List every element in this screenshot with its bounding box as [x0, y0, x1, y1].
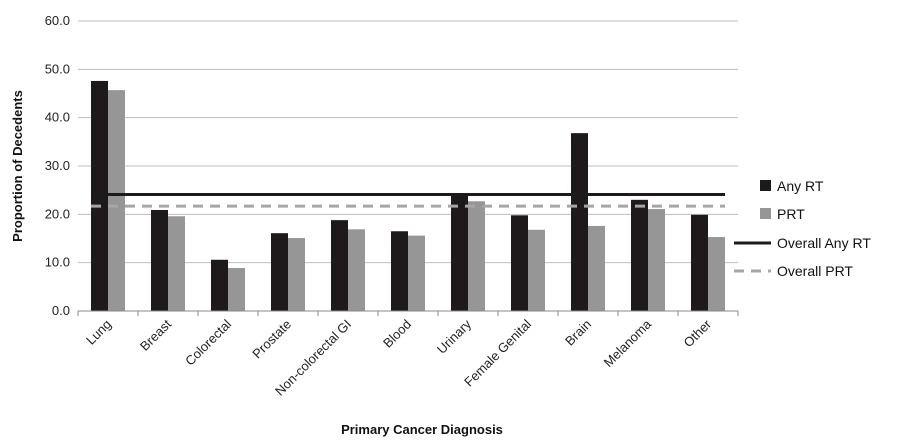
bar-any-rt — [511, 215, 528, 311]
x-tick-label: Breast — [137, 316, 174, 353]
y-tick-label: 10.0 — [45, 255, 70, 270]
bar-prt — [348, 229, 365, 311]
bars — [91, 80, 725, 311]
x-tick-label: Lung — [83, 317, 114, 348]
bar-any-rt — [451, 194, 468, 311]
bar-prt — [228, 267, 245, 311]
y-tick-label: 50.0 — [45, 61, 70, 76]
y-tick-label: 0.0 — [52, 303, 70, 318]
x-tick-label: Colorectal — [182, 316, 234, 368]
bar-prt — [408, 235, 425, 311]
y-tick-label: 20.0 — [45, 206, 70, 221]
bar-prt — [108, 90, 125, 311]
y-tick-label: 60.0 — [45, 13, 70, 28]
legend-label: Any RT — [777, 178, 824, 194]
x-tick-label: Melanoma — [601, 316, 655, 370]
bar-any-rt — [571, 133, 588, 311]
legend-label: Overall PRT — [777, 263, 853, 279]
bar-prt — [588, 225, 605, 311]
x-tick-label: Other — [681, 316, 715, 350]
x-axis-title: Primary Cancer Diagnosis — [341, 422, 503, 437]
y-tick-label: 30.0 — [45, 158, 70, 173]
x-tick-label: Prostate — [249, 317, 294, 362]
x-tick-label: Urinary — [434, 316, 475, 357]
gridlines — [78, 20, 738, 264]
legend-swatch — [760, 180, 771, 191]
bar-prt — [528, 229, 545, 311]
y-tick-label: 40.0 — [45, 110, 70, 125]
legend-swatch — [760, 208, 771, 219]
x-tick-label: Blood — [380, 317, 414, 351]
bar-any-rt — [631, 199, 648, 311]
bar-any-rt — [271, 233, 288, 311]
y-axis-ticks: 0.0 10.0 20.0 30.0 40.0 50.0 60.0 — [45, 13, 70, 318]
y-axis-title: Proportion of Decedents — [10, 90, 25, 242]
legend-label: PRT — [777, 206, 805, 222]
bar-any-rt — [391, 231, 408, 311]
bar-any-rt — [211, 259, 228, 311]
bar-any-rt — [151, 209, 168, 311]
bar-prt — [648, 209, 665, 311]
bar-any-rt — [691, 214, 708, 311]
bar-prt — [468, 201, 485, 311]
reference-lines — [91, 193, 725, 208]
bar-prt — [288, 238, 305, 311]
legend: Any RT PRT Overall Any RT Overall PRT — [734, 178, 871, 279]
bar-prt — [168, 216, 185, 311]
bar-any-rt — [331, 220, 348, 311]
bar-prt — [708, 237, 725, 311]
x-tick-label: Brain — [562, 317, 594, 349]
x-axis-ticks: Lung Breast Colorectal ProstateNon-colorect… — [77, 311, 739, 399]
legend-label: Overall Any RT — [777, 235, 871, 251]
